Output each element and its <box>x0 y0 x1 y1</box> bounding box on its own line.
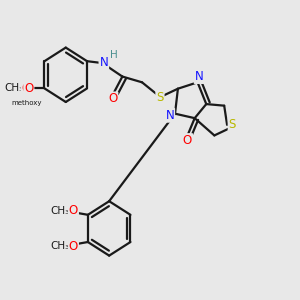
Text: N: N <box>165 109 174 122</box>
Text: S: S <box>156 91 164 104</box>
Text: O: O <box>22 82 31 95</box>
Text: CH₃: CH₃ <box>50 206 69 216</box>
Text: O: O <box>183 134 192 147</box>
Text: S: S <box>229 118 236 131</box>
Text: O: O <box>108 92 117 106</box>
Text: methoxy: methoxy <box>11 100 41 106</box>
Text: H: H <box>110 50 118 60</box>
Text: O: O <box>24 82 34 95</box>
Text: O: O <box>69 204 78 217</box>
Text: CH₃: CH₃ <box>50 241 69 251</box>
Text: CH₃: CH₃ <box>4 83 23 93</box>
Text: O: O <box>69 240 78 253</box>
Text: N: N <box>195 70 203 83</box>
Text: N: N <box>100 56 108 69</box>
